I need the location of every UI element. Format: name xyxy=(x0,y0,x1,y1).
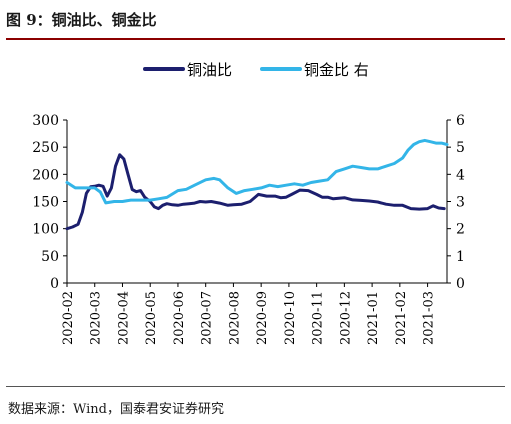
y-right-tick-label: 1 xyxy=(456,249,465,265)
x-tick-label: 2020-08 xyxy=(227,291,242,345)
x-tick-label: 2020-07 xyxy=(200,291,215,345)
y-right-tick-label: 0 xyxy=(456,276,465,292)
y-right-tick-label: 6 xyxy=(456,113,465,129)
chart-axes: 0 50 100 150 200 250 300 0 1 2 3 4 5 6 2020-02 2020-03 2… xyxy=(32,113,465,345)
x-tick-label: 2020-10 xyxy=(283,291,298,345)
y-left-tick-label: 300 xyxy=(32,113,59,129)
title-rule xyxy=(6,38,505,40)
x-tick-label: 2020-12 xyxy=(338,291,353,345)
line-chart: 铜油比 铜金比 右 0 50 100 150 200 250 300 0 1 2 3 4 5 6 2020-0… xyxy=(32,61,465,345)
x-tick-label: 2020-04 xyxy=(116,291,131,345)
y-left-tick-label: 150 xyxy=(32,195,59,211)
x-tick-label: 2020-06 xyxy=(172,291,187,345)
x-tick-label: 2021-01 xyxy=(366,291,381,345)
y-right-tick-label: 5 xyxy=(456,140,465,156)
y-right-tick-label: 3 xyxy=(456,195,465,211)
legend-label-1: 铜油比 xyxy=(187,61,232,79)
y-left-tick-label: 0 xyxy=(50,276,59,292)
y-left-tick-label: 200 xyxy=(32,167,59,183)
y-right-tick-label: 4 xyxy=(456,167,465,183)
legend-label-2: 铜金比 右 xyxy=(304,61,369,79)
y-left-tick-label: 250 xyxy=(32,140,59,156)
x-tick-label: 2020-09 xyxy=(255,291,270,345)
y-left-tick-label: 100 xyxy=(32,222,59,238)
figure-header: 图 9：铜油比、铜金比 xyxy=(0,0,511,38)
x-tick-label: 2021-03 xyxy=(422,291,437,345)
figure-title: 图 9：铜油比、铜金比 xyxy=(6,11,157,29)
x-tick-label: 2020-03 xyxy=(89,291,104,345)
chart-series xyxy=(65,138,449,231)
series-line-1 xyxy=(65,153,446,231)
x-tick-label: 2020-05 xyxy=(144,291,159,345)
series-line-2 xyxy=(65,138,449,205)
y-left-tick-label: 50 xyxy=(41,249,59,265)
y-right-tick-label: 2 xyxy=(456,222,465,238)
x-tick-label: 2021-02 xyxy=(394,291,409,345)
chart-legend: 铜油比 铜金比 右 xyxy=(143,61,369,79)
x-tick-label: 2020-11 xyxy=(311,291,326,345)
figure-source: 数据来源：Wind，国泰君安证券研究 xyxy=(8,402,224,417)
x-tick-label: 2020-02 xyxy=(61,291,76,345)
source-rule xyxy=(6,386,505,387)
